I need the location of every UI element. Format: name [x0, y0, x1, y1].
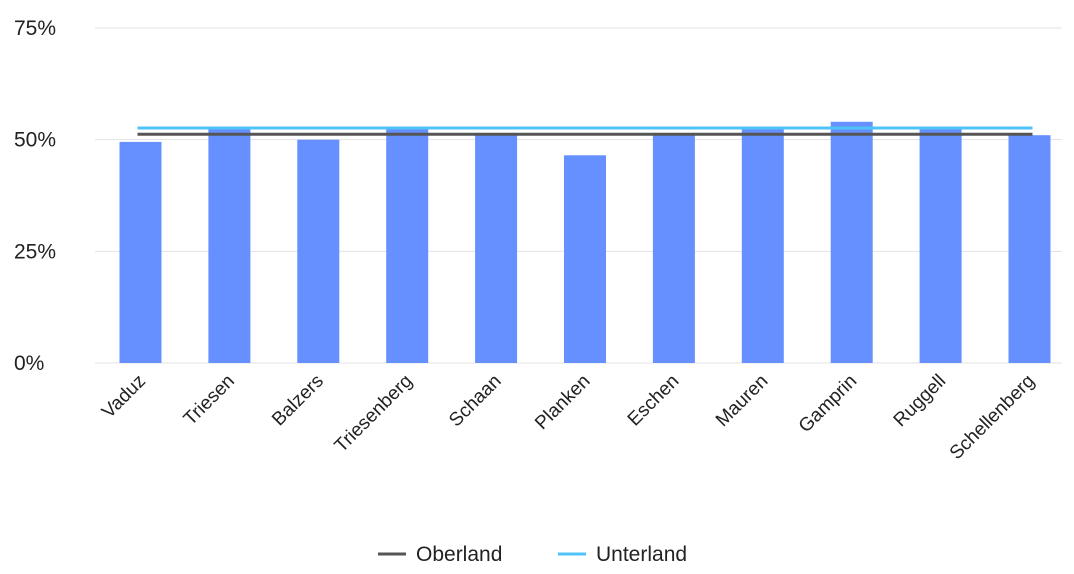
legend-label-oberland: Oberland: [416, 543, 502, 566]
bar-eschen: [652, 132, 695, 363]
y-axis-ticks: 0% 25% 50% 75%: [14, 17, 56, 375]
bar-triesen: [208, 128, 251, 363]
bar-mauren: [741, 128, 784, 363]
x-tick-label: Triesenberg: [331, 371, 417, 457]
bar-triesenberg: [386, 128, 429, 363]
x-axis-labels: Vaduz Triesen Balzers Triesenberg Schaan Plan…: [98, 371, 1039, 464]
x-tick-label: Gamprin: [795, 371, 861, 437]
legend: Oberland Unterland: [378, 543, 687, 566]
x-tick-label: Mauren: [712, 371, 772, 431]
bars: [119, 121, 1051, 363]
x-tick-label: Schellenberg: [946, 371, 1039, 464]
x-tick-label: Planken: [531, 371, 594, 434]
bar-gamprin: [830, 121, 873, 363]
legend-label-unterland: Unterland: [596, 543, 687, 566]
y-tick-label: 25%: [14, 240, 56, 263]
y-tick-label: 75%: [14, 17, 56, 40]
bar-vaduz: [119, 141, 162, 363]
x-tick-label: Ruggell: [890, 371, 950, 431]
bar-schellenberg: [1008, 135, 1051, 363]
bar-balzers: [297, 139, 340, 363]
x-tick-label: Triesen: [180, 371, 239, 430]
y-tick-label: 0%: [14, 352, 44, 375]
x-tick-label: Balzers: [268, 371, 328, 431]
x-tick-label: Vaduz: [98, 371, 150, 423]
reference-lines: [137, 126, 1033, 136]
y-tick-label: 50%: [14, 129, 56, 152]
bar-schaan: [475, 132, 518, 363]
x-tick-label: Eschen: [624, 371, 684, 431]
x-tick-label: Schaan: [445, 371, 505, 431]
bar-ruggell: [919, 128, 962, 363]
bar-planken: [564, 155, 606, 363]
